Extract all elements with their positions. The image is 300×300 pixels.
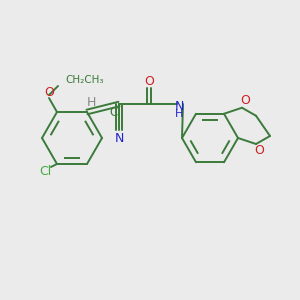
Text: CH₂CH₃: CH₂CH₃ xyxy=(65,75,103,85)
Text: Cl: Cl xyxy=(39,166,51,178)
Text: N: N xyxy=(174,100,184,112)
Text: C: C xyxy=(109,106,117,118)
Text: N: N xyxy=(114,131,124,145)
Text: H: H xyxy=(175,109,183,119)
Text: O: O xyxy=(240,94,250,107)
Text: H: H xyxy=(86,95,96,109)
Text: O: O xyxy=(144,74,154,88)
Text: O: O xyxy=(44,85,54,98)
Text: O: O xyxy=(254,145,264,158)
